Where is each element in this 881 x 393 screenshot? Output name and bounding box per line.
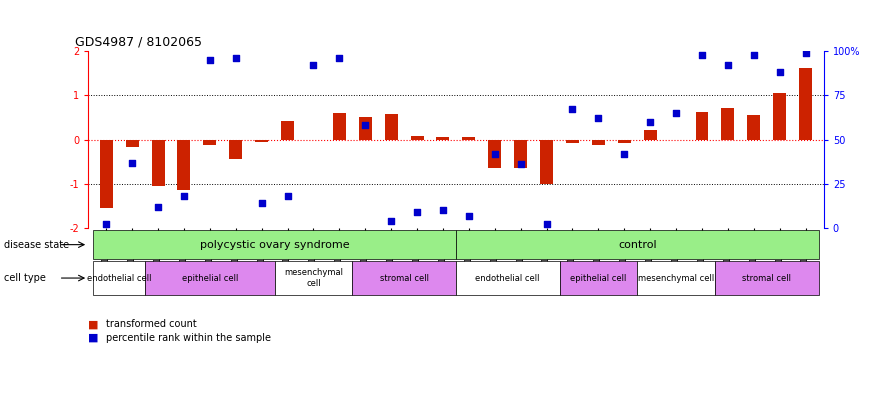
Bar [774,93,786,140]
Point [332,55,346,61]
Point [100,221,114,228]
Point [384,218,398,224]
Point [618,151,632,157]
Bar [747,115,760,140]
Text: ■: ■ [88,319,99,329]
Point [747,51,761,58]
Text: GDS4987 / 8102065: GDS4987 / 8102065 [75,35,202,48]
Point [488,151,502,157]
Point [721,62,735,68]
Bar [559,261,637,295]
Bar [463,137,476,140]
Bar [333,114,346,140]
Text: stromal cell: stromal cell [743,274,791,283]
Point [798,50,812,56]
Bar [644,130,656,140]
Point [643,119,657,125]
Point [359,122,373,129]
Text: stromal cell: stromal cell [380,274,429,283]
Text: polycystic ovary syndrome: polycystic ovary syndrome [200,240,350,250]
Point [410,209,424,215]
Bar [456,230,818,259]
Bar [515,140,527,168]
Bar [229,140,242,160]
Bar [695,112,708,140]
Bar [152,140,165,186]
Bar [359,116,372,140]
Point [229,55,243,61]
Bar [145,261,275,295]
Bar [275,261,352,295]
Text: endothelial cell: endothelial cell [87,274,152,283]
Text: mesenchymal
cell: mesenchymal cell [284,268,343,288]
Point [151,204,165,210]
Point [695,51,709,58]
Point [773,69,787,75]
Point [203,57,217,63]
Point [177,193,191,199]
Text: cell type: cell type [4,273,47,283]
Text: percentile rank within the sample: percentile rank within the sample [106,333,270,343]
Bar [566,140,579,143]
Point [539,221,553,228]
Bar [126,140,138,147]
Bar [618,140,631,143]
Bar [204,140,217,145]
Point [436,207,450,213]
Bar [456,261,559,295]
Bar [540,140,553,184]
Point [462,212,476,219]
Text: endothelial cell: endothelial cell [476,274,540,283]
Text: epithelial cell: epithelial cell [570,274,626,283]
Text: disease state: disease state [4,240,70,250]
Bar [488,140,501,168]
Bar [715,261,818,295]
Bar [177,140,190,190]
Bar [637,261,715,295]
Bar [255,140,268,142]
Point [255,200,269,206]
Text: epithelial cell: epithelial cell [181,274,238,283]
Bar [592,140,605,145]
Bar [352,261,456,295]
Bar [281,121,294,140]
Text: mesenchymal cell: mesenchymal cell [638,274,714,283]
Text: ■: ■ [88,333,99,343]
Bar [436,137,449,140]
Point [514,161,528,167]
Point [125,159,139,165]
Point [307,62,321,68]
Text: transformed count: transformed count [106,319,196,329]
Bar [93,261,145,295]
Bar [100,140,113,208]
Bar [411,136,424,140]
Text: control: control [618,240,656,250]
Point [669,110,683,116]
Bar [93,230,456,259]
Bar [385,114,397,140]
Point [591,115,605,121]
Point [566,106,580,112]
Point [280,193,294,199]
Bar [722,108,735,140]
Bar [799,68,812,140]
